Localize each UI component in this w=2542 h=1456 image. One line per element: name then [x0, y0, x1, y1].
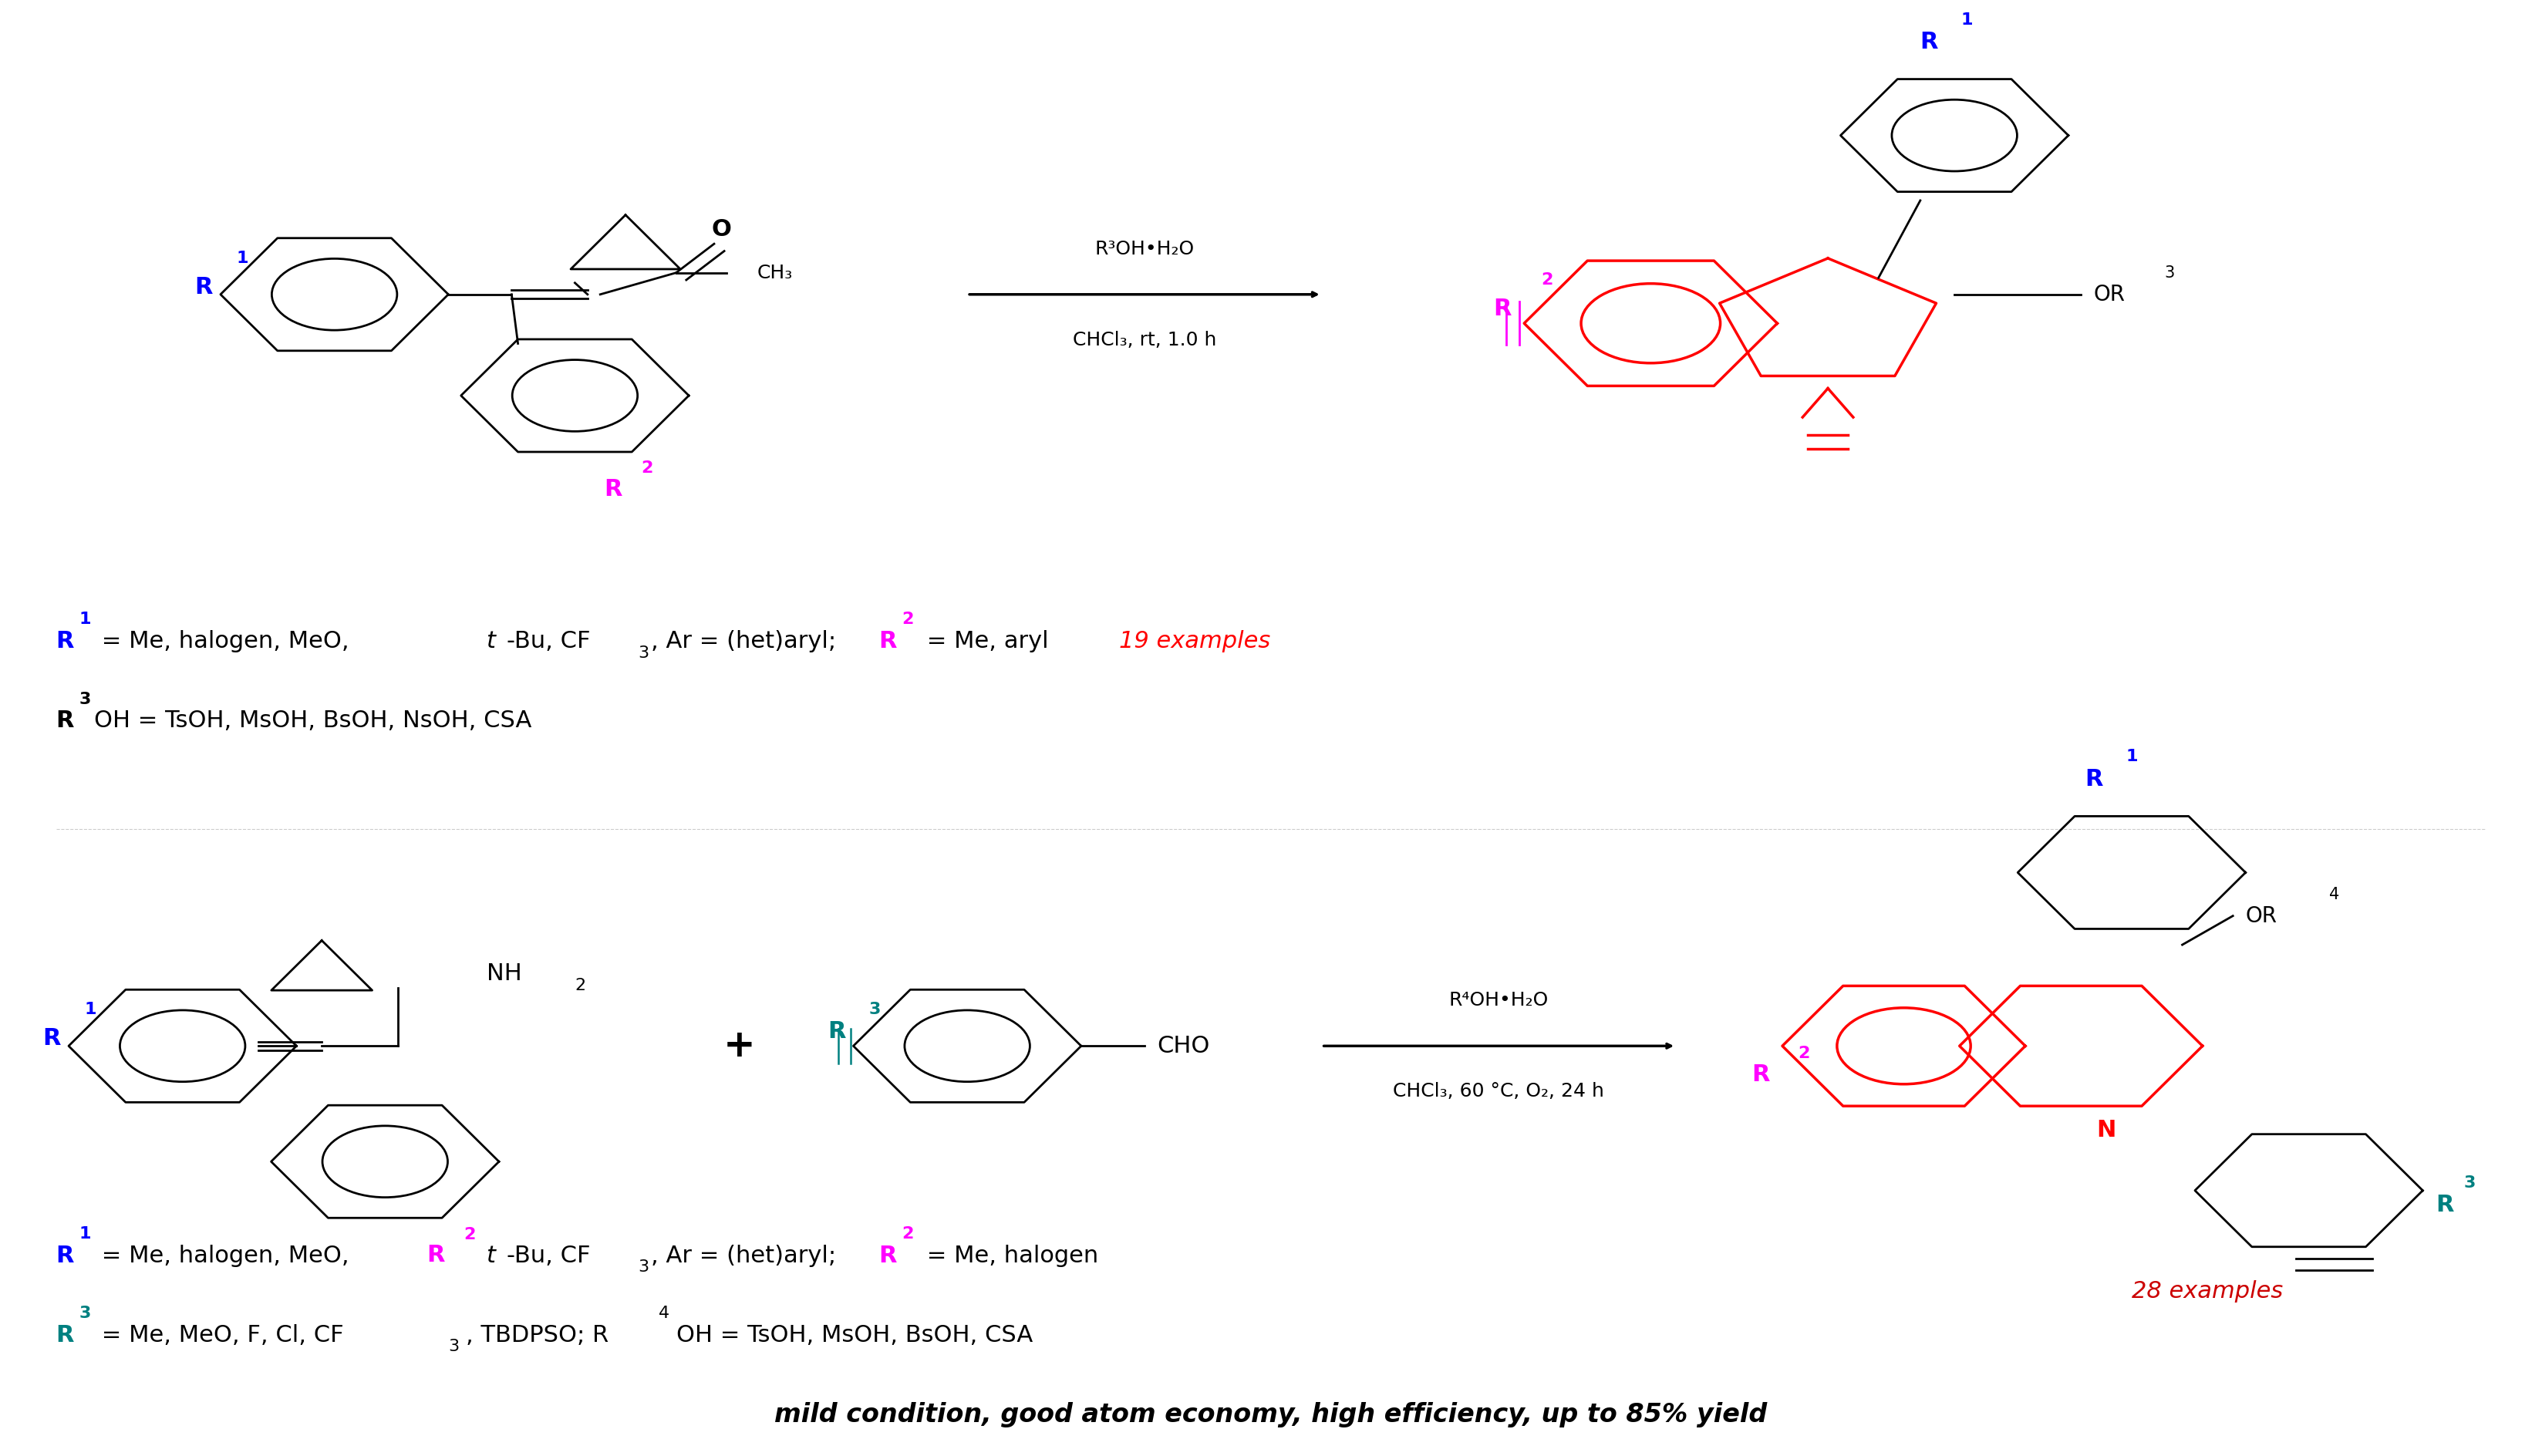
Text: = Me, halogen: = Me, halogen — [920, 1245, 1098, 1267]
Text: CHCl₃, 60 °C, O₂, 24 h: CHCl₃, 60 °C, O₂, 24 h — [1393, 1082, 1604, 1101]
Text: 1: 1 — [236, 250, 249, 266]
Text: R: R — [880, 630, 897, 652]
Text: R: R — [2435, 1194, 2453, 1216]
Text: R: R — [56, 1324, 74, 1347]
Text: 1: 1 — [2125, 750, 2138, 764]
Text: OR: OR — [2095, 284, 2125, 306]
Text: , Ar = (het)aryl;: , Ar = (het)aryl; — [651, 630, 844, 652]
Text: R³OH•H₂O: R³OH•H₂O — [1096, 240, 1195, 258]
Text: 19 examples: 19 examples — [1118, 630, 1271, 652]
Text: 2: 2 — [902, 612, 913, 628]
Text: R: R — [196, 277, 214, 298]
Text: = Me, halogen, MeO,: = Me, halogen, MeO, — [94, 630, 356, 652]
Text: R: R — [829, 1021, 846, 1042]
Text: 2: 2 — [1540, 272, 1553, 288]
Text: R: R — [2084, 767, 2102, 791]
Text: 2: 2 — [1797, 1045, 1810, 1061]
Text: 3: 3 — [638, 1259, 648, 1275]
Text: R: R — [43, 1028, 61, 1050]
Text: R: R — [1492, 297, 1512, 320]
Text: 3: 3 — [2163, 265, 2176, 281]
Text: N: N — [2097, 1118, 2115, 1142]
Text: , TBDPSO; R: , TBDPSO; R — [465, 1324, 610, 1347]
Text: 2: 2 — [641, 460, 653, 476]
Text: OH = TsOH, MsOH, BsOH, CSA: OH = TsOH, MsOH, BsOH, CSA — [676, 1324, 1032, 1347]
Text: R: R — [56, 630, 74, 652]
Text: NH: NH — [486, 962, 521, 984]
Text: t: t — [486, 630, 496, 652]
Text: 3: 3 — [638, 645, 648, 661]
Text: 1: 1 — [79, 1226, 92, 1242]
Text: 3: 3 — [2463, 1175, 2476, 1191]
Text: O: O — [712, 218, 732, 240]
Text: 3: 3 — [447, 1340, 460, 1354]
Text: t: t — [486, 1245, 496, 1267]
Text: 1: 1 — [79, 612, 92, 628]
Text: 2: 2 — [465, 1226, 475, 1242]
Text: mild condition, good atom economy, high efficiency, up to 85% yield: mild condition, good atom economy, high … — [775, 1402, 1767, 1427]
Text: -Bu, CF: -Bu, CF — [506, 630, 590, 652]
Text: +: + — [724, 1028, 755, 1064]
Text: 3: 3 — [79, 1306, 92, 1321]
Text: 2: 2 — [574, 977, 585, 993]
Text: R: R — [427, 1243, 445, 1267]
Text: OH = TsOH, MsOH, BsOH, NsOH, CSA: OH = TsOH, MsOH, BsOH, NsOH, CSA — [94, 709, 531, 732]
Text: 4: 4 — [2328, 887, 2339, 901]
Text: R: R — [56, 709, 74, 732]
Text: R: R — [880, 1245, 897, 1267]
Text: R: R — [1919, 31, 1937, 52]
Text: R: R — [605, 478, 623, 501]
Text: 3: 3 — [79, 692, 92, 706]
Text: = Me, MeO, F, Cl, CF: = Me, MeO, F, Cl, CF — [94, 1324, 343, 1347]
Text: R: R — [56, 1245, 74, 1267]
Text: 2: 2 — [902, 1226, 913, 1242]
Text: CH₃: CH₃ — [758, 264, 793, 282]
Text: 4: 4 — [658, 1306, 669, 1321]
Text: 28 examples: 28 examples — [2133, 1280, 2283, 1303]
Text: CHO: CHO — [1157, 1035, 1210, 1057]
Text: OR: OR — [2245, 906, 2278, 926]
Text: -Bu, CF: -Bu, CF — [506, 1245, 590, 1267]
Text: 1: 1 — [1960, 12, 1973, 28]
Text: R⁴OH•H₂O: R⁴OH•H₂O — [1449, 992, 1548, 1010]
Text: , Ar = (het)aryl;: , Ar = (het)aryl; — [651, 1245, 844, 1267]
Text: CHCl₃, rt, 1.0 h: CHCl₃, rt, 1.0 h — [1073, 331, 1215, 349]
Text: R: R — [1751, 1064, 1769, 1086]
Text: 3: 3 — [869, 1002, 880, 1018]
Text: 1: 1 — [84, 1002, 97, 1018]
Text: = Me, aryl: = Me, aryl — [920, 630, 1047, 652]
Text: = Me, halogen, MeO,: = Me, halogen, MeO, — [94, 1245, 356, 1267]
